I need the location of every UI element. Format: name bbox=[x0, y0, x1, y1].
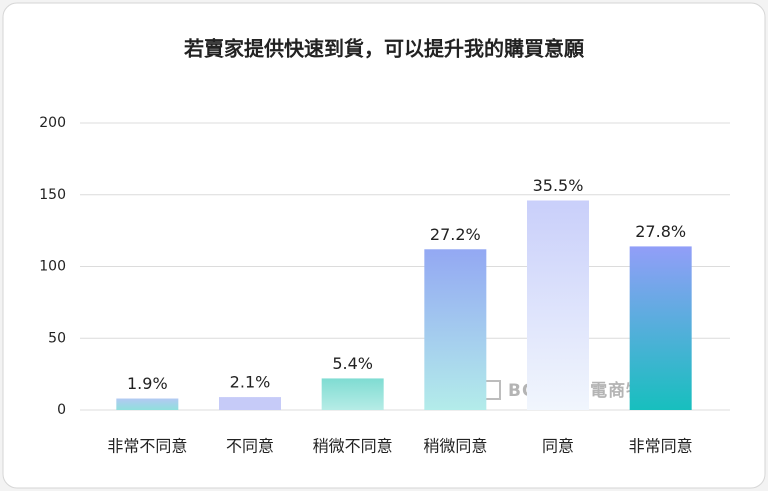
data-label: 27.8% bbox=[635, 222, 686, 241]
bar bbox=[219, 397, 281, 410]
bar bbox=[321, 378, 384, 410]
data-label: 35.5% bbox=[533, 176, 584, 195]
bar bbox=[116, 398, 179, 410]
x-tick-label: 同意 bbox=[542, 437, 574, 456]
bar bbox=[424, 249, 487, 410]
y-tick-label: 100 bbox=[39, 259, 66, 275]
x-tick-label: 稍微同意 bbox=[423, 437, 487, 456]
data-label: 27.2% bbox=[430, 225, 481, 244]
bar bbox=[527, 200, 589, 410]
y-tick-label: 50 bbox=[48, 330, 66, 346]
x-tick-label: 稍微不同意 bbox=[313, 437, 393, 456]
x-tick-label: 不同意 bbox=[226, 437, 274, 456]
y-tick-label: 150 bbox=[39, 187, 66, 203]
bar bbox=[629, 246, 692, 410]
data-label: 1.9% bbox=[127, 374, 168, 393]
chart-title: 若賣家提供快速到貨，可以提升我的購買意願 bbox=[183, 37, 585, 61]
data-label: 2.1% bbox=[230, 373, 271, 392]
data-label: 5.4% bbox=[332, 354, 373, 373]
y-tick-label: 0 bbox=[57, 402, 66, 418]
x-tick-label: 非常不同意 bbox=[107, 437, 187, 456]
y-tick-label: 200 bbox=[39, 115, 66, 131]
x-tick-label: 非常同意 bbox=[629, 437, 693, 456]
